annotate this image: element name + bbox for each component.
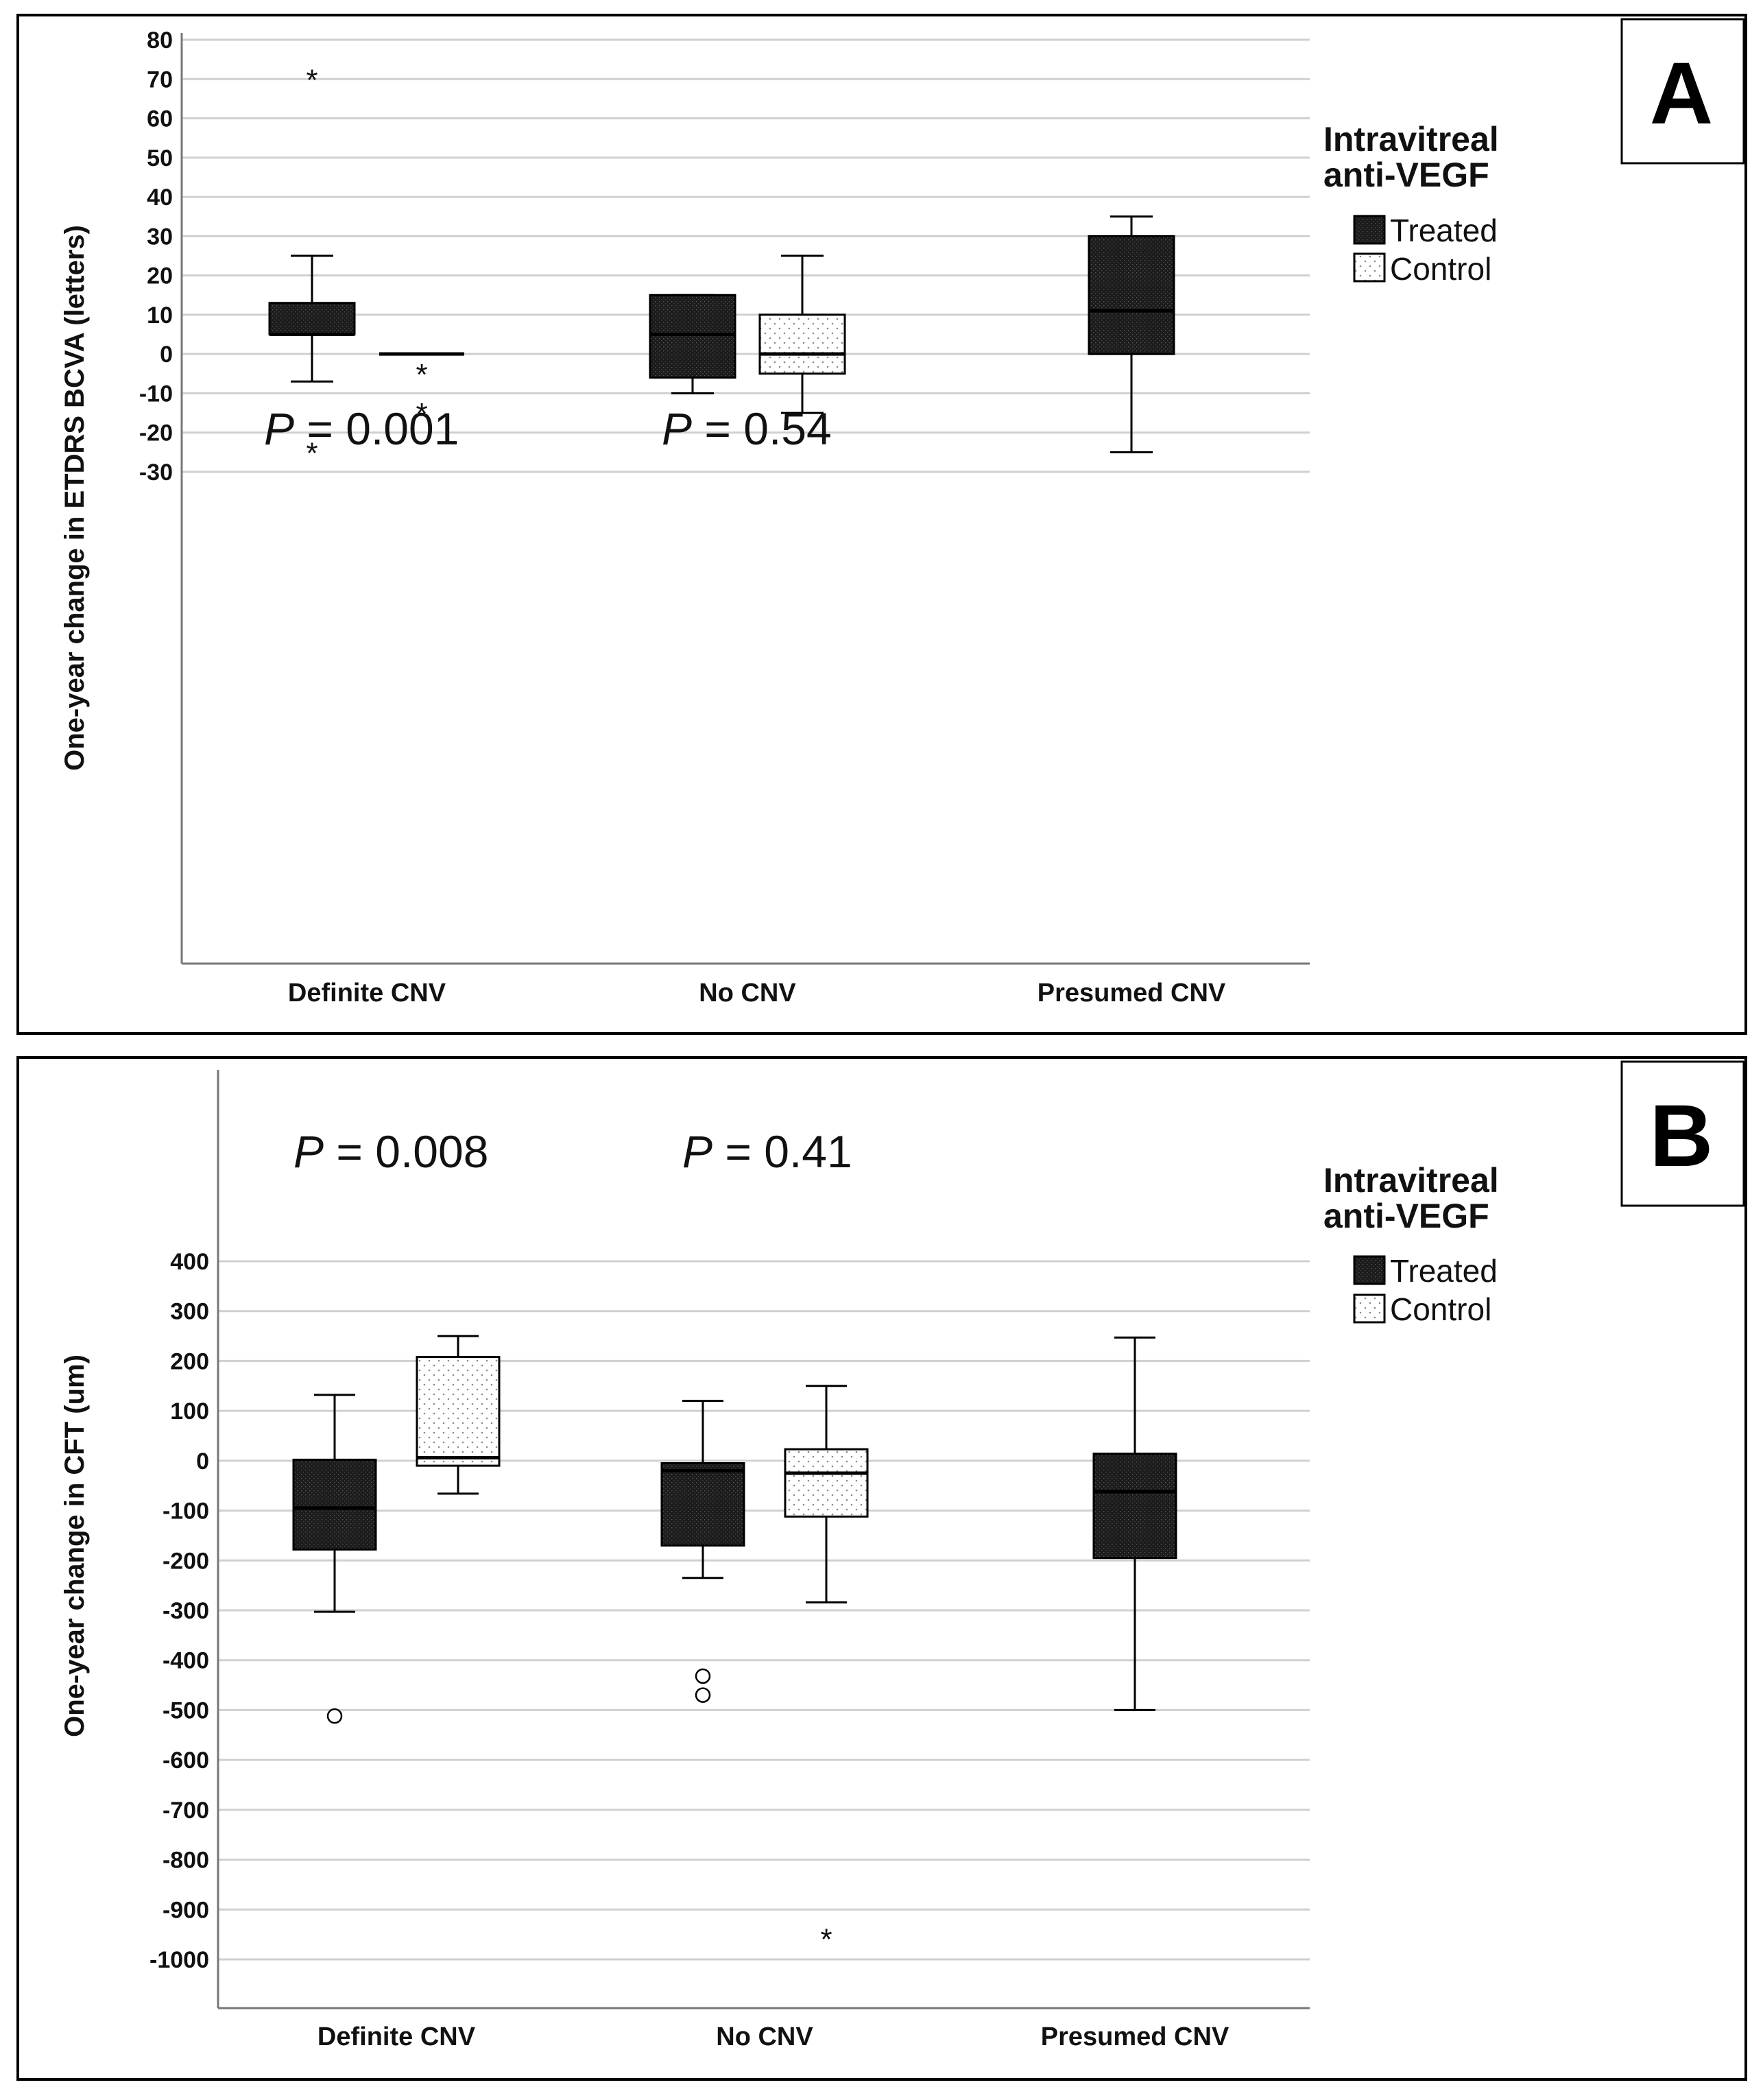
box-treated [660, 1400, 745, 1703]
panel-b-legend-title-2: anti-VEGF [1323, 1197, 1489, 1235]
y-tick-label: 100 [170, 1398, 209, 1424]
category-label: Presumed CNV [1041, 2023, 1230, 2051]
y-tick-label: 60 [147, 106, 173, 132]
y-tick-label: 0 [160, 342, 173, 368]
panel-a-letter: A [1650, 45, 1713, 143]
panel-a-categories: Definite CNV No CNV Presumed CNV [288, 979, 1226, 1007]
panel-a-legend-control-label: Control [1390, 251, 1491, 287]
box-control: * [784, 1385, 869, 1956]
panel-b: 400 300 200 100 0 -100 -200 -300 -400 -500 -600 -70… [16, 1056, 1747, 2081]
y-tick-label: 10 [147, 302, 173, 329]
y-tick-label: -200 [163, 1548, 209, 1574]
panel-b-y-label: One-year change in CFT (um) [60, 1355, 90, 1737]
y-tick-label: -400 [163, 1648, 209, 1674]
panel-a-legend-treated-swatch [1353, 215, 1386, 245]
panel-b-letter: B [1650, 1087, 1713, 1185]
panel-a-legend-treated-label: Treated [1390, 213, 1498, 248]
box-control [416, 1335, 501, 1495]
panel-a-legend-control-swatch [1353, 252, 1386, 283]
panel-a-letter-box: A [1620, 18, 1745, 165]
panel-b-legend-treated-label: Treated [1390, 1253, 1498, 1289]
box-iqr [1092, 1453, 1177, 1560]
box-control [758, 254, 846, 414]
y-tick-label: 50 [147, 145, 173, 171]
box-treated [292, 1394, 377, 1724]
box-iqr [660, 1461, 745, 1547]
box-treated [1092, 1336, 1177, 1711]
y-tick-label: 30 [147, 224, 173, 250]
p-value-annotation: P = 0.54 [662, 403, 832, 454]
category-label: Presumed CNV [1038, 979, 1226, 1007]
panel-a-legend-title-1: Intravitreal [1323, 120, 1499, 158]
box-iqr [416, 1356, 501, 1467]
outlier-circle [695, 1668, 711, 1684]
y-tick-label: 200 [170, 1348, 209, 1374]
outlier-extreme: * [416, 397, 427, 431]
box-iqr [758, 313, 846, 375]
panel-a-boxes: **** [268, 63, 1175, 470]
panel-a-y-ticks: 80 70 60 50 40 30 20 10 0 -10 -20 -30 [139, 27, 173, 486]
y-tick-label: -800 [163, 1848, 209, 1874]
outlier-circle [695, 1687, 711, 1703]
y-tick-label: 300 [170, 1299, 209, 1325]
box-treated [649, 294, 736, 394]
y-tick-label: 400 [170, 1249, 209, 1275]
panel-b-legend-control-swatch [1353, 1293, 1386, 1324]
panel-a-y-label: One-year change in ETDRS BCVA (letters) [60, 225, 90, 771]
panel-b-legend: Intravitreal anti-VEGF Treated Control [1323, 1161, 1499, 1327]
panel-b-letter-box: B [1620, 1060, 1745, 1207]
panel-a-legend: Intravitreal anti-VEGF Treated Control [1323, 120, 1499, 287]
panel-b-legend-control-label: Control [1390, 1291, 1491, 1327]
y-tick-label: 20 [147, 263, 173, 289]
y-tick-label: 70 [147, 67, 173, 93]
box-control: ** [379, 352, 464, 431]
outlier-circle [326, 1708, 343, 1724]
box-iqr [292, 1458, 377, 1551]
p-value-annotation: P = 0.008 [293, 1126, 488, 1177]
box-iqr [1088, 235, 1175, 355]
panel-a-p-values: P = 0.001 P = 0.54 [264, 403, 832, 454]
y-tick-label: -30 [139, 460, 173, 486]
y-tick-label: 80 [147, 27, 173, 53]
outlier-extreme: * [416, 358, 427, 392]
panel-b-frame [16, 1056, 1747, 2081]
p-value-annotation: P = 0.001 [264, 403, 459, 454]
category-label: No CNV [699, 979, 796, 1007]
y-tick-label: 0 [196, 1448, 209, 1475]
y-tick-label: -100 [163, 1499, 209, 1525]
y-tick-label: 40 [147, 184, 173, 211]
box-iqr [268, 302, 356, 336]
panel-b-boxes: * [292, 1335, 1177, 1956]
panel-b-legend-treated-swatch [1353, 1255, 1386, 1285]
category-label: Definite CNV [317, 2023, 476, 2051]
y-tick-label: -300 [163, 1598, 209, 1624]
panel-a-legend-title-2: anti-VEGF [1323, 156, 1489, 194]
p-value-annotation: P = 0.41 [682, 1126, 852, 1177]
box-iqr [649, 294, 736, 379]
box-iqr [784, 1448, 869, 1518]
panel-a-frame [16, 14, 1747, 1035]
box-treated: ** [268, 63, 356, 470]
y-tick-label: -600 [163, 1747, 209, 1774]
y-tick-label: -1000 [149, 1947, 209, 1973]
y-tick-label: -700 [163, 1798, 209, 1824]
panel-b-legend-title-1: Intravitreal [1323, 1161, 1499, 1200]
category-label: No CNV [716, 2023, 813, 2051]
panel-b-p-values: P = 0.008 P = 0.41 [293, 1126, 852, 1177]
outlier-extreme: * [306, 63, 317, 97]
y-tick-label: -900 [163, 1897, 209, 1923]
panel-b-y-ticks: 400 300 200 100 0 -100 -200 -300 -400 -500 -600 -70… [149, 1249, 209, 1973]
outlier-extreme: * [820, 1922, 832, 1956]
box-treated [1088, 215, 1175, 453]
y-tick-label: -500 [163, 1697, 209, 1723]
category-label: Definite CNV [288, 979, 446, 1007]
outlier-extreme: * [306, 436, 317, 470]
panel-b-categories: Definite CNV No CNV Presumed CNV [317, 2023, 1230, 2051]
y-tick-label: -10 [139, 381, 173, 407]
y-tick-label: -20 [139, 420, 173, 446]
panel-b-gridlines [218, 1260, 1310, 1961]
